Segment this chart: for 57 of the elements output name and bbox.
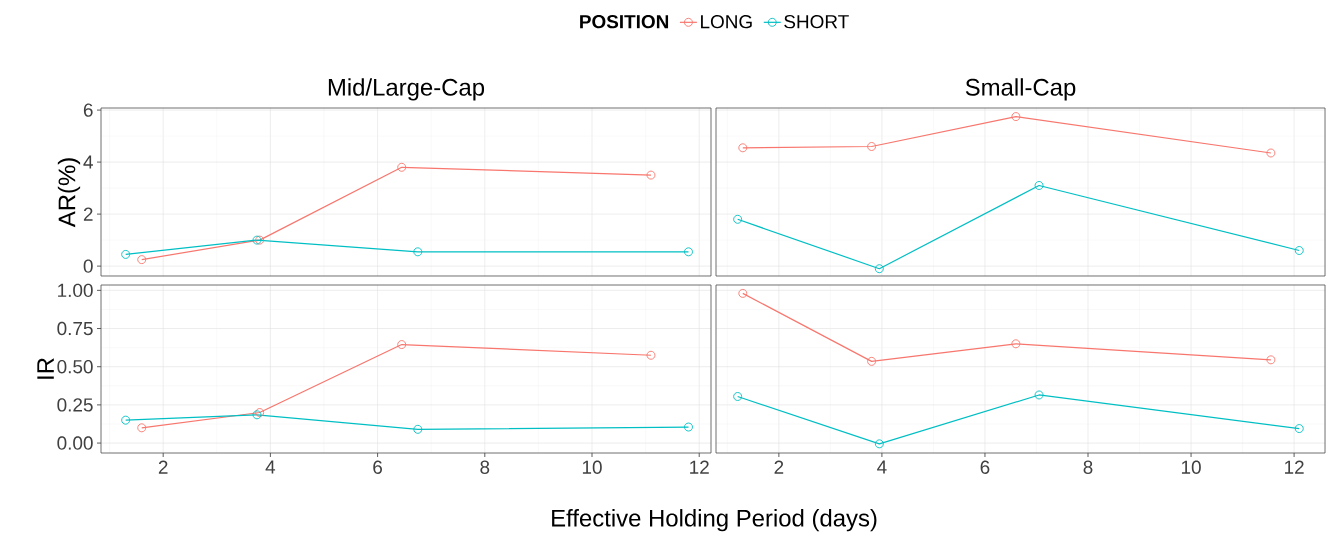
y-tick-label: 0 <box>83 259 93 273</box>
chart-title: Mid/Large-Cap <box>328 78 485 101</box>
point <box>646 350 656 360</box>
x-tick-label: 6 <box>373 460 383 474</box>
y-tick-label: 0.00 <box>57 436 93 450</box>
point <box>733 392 743 401</box>
point <box>1034 390 1044 400</box>
point <box>121 249 131 259</box>
x-tick-label: 12 <box>690 460 709 474</box>
chart-title: Small-Cap <box>965 78 1076 101</box>
point <box>413 247 423 257</box>
x-tick-label: 10 <box>1181 460 1201 474</box>
point <box>137 423 147 433</box>
point <box>137 255 147 265</box>
y-tick-label: 4 <box>83 155 93 169</box>
point <box>1011 112 1021 122</box>
point <box>1011 339 1021 349</box>
y-tick-label: 6 <box>83 103 93 117</box>
point <box>397 162 407 172</box>
point <box>397 340 407 350</box>
point <box>684 247 693 257</box>
point <box>413 424 423 434</box>
legend-title: POSITION <box>580 14 669 29</box>
x-tick-label: 2 <box>774 460 784 474</box>
x-tick-label: 10 <box>582 460 602 474</box>
point <box>121 415 131 425</box>
point <box>646 170 656 180</box>
point <box>874 264 884 274</box>
y-tick-label: 0.75 <box>57 321 93 336</box>
point <box>1294 246 1304 255</box>
y-tick-label: 0.25 <box>57 398 93 412</box>
legend-label: SHORT <box>784 14 849 29</box>
x-tick-label: 8 <box>1083 460 1093 474</box>
point <box>1034 181 1044 190</box>
legend-label: LONG <box>701 14 752 29</box>
y-tick-label: 0.50 <box>57 360 93 374</box>
point <box>874 439 884 449</box>
x-tick-label: 2 <box>158 460 168 474</box>
y-tick-label: 1.00 <box>58 283 93 298</box>
x-axis-title: Effective Holding Period (days) <box>552 509 877 532</box>
x-tick-label: 6 <box>980 460 990 474</box>
x-tick-label: 4 <box>265 460 276 474</box>
x-tick-label: 4 <box>877 460 887 474</box>
x-tick-label: 8 <box>480 460 490 474</box>
point <box>1266 355 1276 365</box>
point <box>1266 148 1276 158</box>
point <box>684 422 693 432</box>
point <box>867 142 877 151</box>
point <box>1294 424 1304 434</box>
point <box>733 214 743 224</box>
x-tick-label: 12 <box>1285 460 1304 474</box>
point <box>867 356 877 366</box>
y-tick-label: 2 <box>83 207 93 221</box>
point <box>738 288 748 298</box>
y-axis-title: AR(%) <box>57 158 81 228</box>
y-axis-title: IR <box>37 358 54 379</box>
point <box>738 143 748 153</box>
